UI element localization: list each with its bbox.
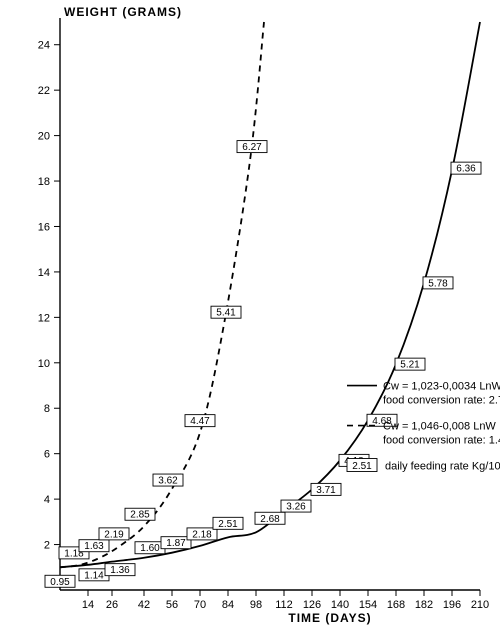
legend-solid-text2: food conversion rate: 2.71	[383, 395, 500, 407]
y-tick-label: 22	[38, 85, 50, 97]
value-box-label: 0.95	[50, 577, 70, 588]
value-box-label: 1.60	[140, 543, 160, 554]
value-box-label: 5.41	[216, 308, 236, 319]
y-tick-label: 16	[38, 221, 50, 233]
value-box-label: 2.19	[104, 529, 124, 540]
legend-box-sample-label: 2.51	[352, 461, 372, 472]
value-box-label: 3.26	[286, 502, 306, 513]
y-tick-label: 10	[38, 358, 50, 370]
y-tick-label: 14	[38, 267, 50, 279]
value-box-label: 2.85	[130, 510, 150, 521]
y-tick-label: 18	[38, 176, 50, 188]
x-tick-label: 168	[387, 599, 405, 611]
x-tick-label: 70	[194, 599, 206, 611]
y-tick-label: 24	[38, 40, 50, 52]
x-tick-label: 56	[166, 599, 178, 611]
value-box-label: 3.62	[158, 476, 178, 487]
legend-solid-text1: Cw = 1,023-0,0034 LnW	[383, 381, 500, 393]
growth-chart: 2468101214161820222414264256708498112126…	[0, 0, 500, 640]
value-box-label: 2.68	[260, 514, 280, 525]
value-box-label: 5.78	[428, 278, 448, 289]
legend-dashed-text1: Cw = 1,046-0,008 LnW	[383, 421, 496, 433]
y-tick-label: 20	[38, 131, 50, 143]
x-tick-label: 210	[471, 599, 489, 611]
y-tick-label: 2	[44, 540, 50, 552]
y-tick-label: 12	[38, 312, 50, 324]
value-box-label: 3.71	[316, 485, 336, 496]
y-axis-title: WEIGHT (GRAMS)	[64, 5, 182, 19]
value-box-label: 5.21	[400, 360, 420, 371]
x-tick-label: 182	[415, 599, 433, 611]
x-tick-label: 14	[82, 599, 94, 611]
series-solid	[60, 22, 480, 567]
value-box-label: 1.14	[84, 570, 104, 581]
value-box-label: 2.51	[218, 519, 238, 530]
value-box-label: 4.47	[190, 416, 210, 427]
x-tick-label: 26	[106, 599, 118, 611]
x-tick-label: 154	[359, 599, 377, 611]
x-axis-title: TIME (DAYS)	[288, 611, 371, 625]
x-tick-label: 126	[303, 599, 321, 611]
x-tick-label: 112	[275, 599, 293, 611]
y-tick-label: 8	[44, 403, 50, 415]
value-box-label: 6.27	[242, 142, 262, 153]
x-tick-label: 98	[250, 599, 262, 611]
y-tick-label: 4	[44, 494, 50, 506]
value-box-label: 1.36	[110, 565, 130, 576]
x-tick-label: 84	[222, 599, 234, 611]
legend-dashed-text2: food conversion rate: 1.49	[383, 435, 500, 447]
value-box-label: 1.87	[166, 538, 186, 549]
legend-box-sample-text: daily feeding rate Kg/10	[385, 461, 500, 473]
value-box-label: 6.36	[456, 164, 476, 175]
x-tick-label: 196	[443, 599, 461, 611]
value-box-label: 1.63	[84, 541, 104, 552]
x-tick-label: 42	[138, 599, 150, 611]
y-tick-label: 6	[44, 449, 50, 461]
x-tick-label: 140	[331, 599, 349, 611]
value-box-label: 2.18	[192, 529, 212, 540]
